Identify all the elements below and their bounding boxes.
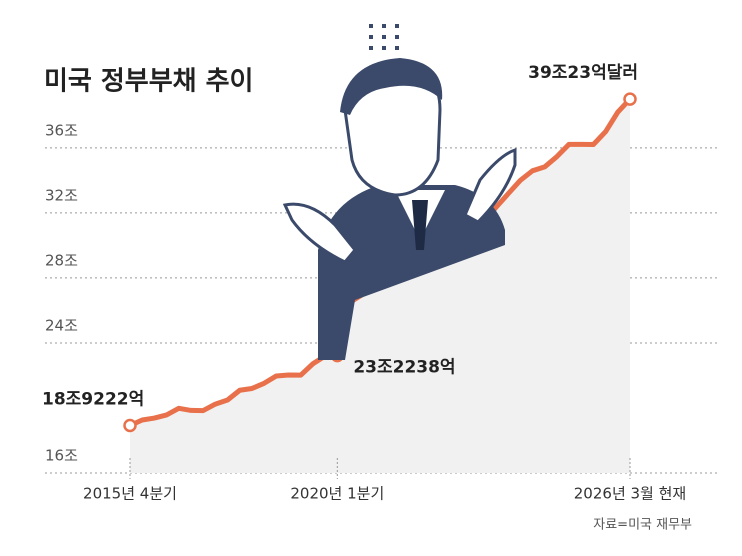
illustration <box>282 58 517 360</box>
source-note: 자료=미국 재무부 <box>593 518 692 533</box>
y-tick-label: 36조 <box>45 121 78 139</box>
marker <box>123 418 137 433</box>
y-tick-label: 28조 <box>45 251 78 269</box>
y-tick-label: 16조 <box>45 447 78 465</box>
value-label: 23조2238억 <box>353 358 455 378</box>
y-tick-label: 24조 <box>45 316 78 334</box>
chart-title: 미국 정부부채 추이 <box>44 67 253 97</box>
value-label: 39조23억달러 <box>528 62 638 83</box>
x-tick-label: 2026년 3월 현재 <box>574 485 686 503</box>
value-label: 18조9222억 <box>42 389 144 409</box>
x-tick-label: 2020년 1분기 <box>290 485 384 503</box>
y-tick-label: 32조 <box>45 186 78 204</box>
marker <box>623 92 637 106</box>
x-tick-label: 2015년 4분기 <box>83 485 177 503</box>
decoration-dots <box>369 24 399 50</box>
